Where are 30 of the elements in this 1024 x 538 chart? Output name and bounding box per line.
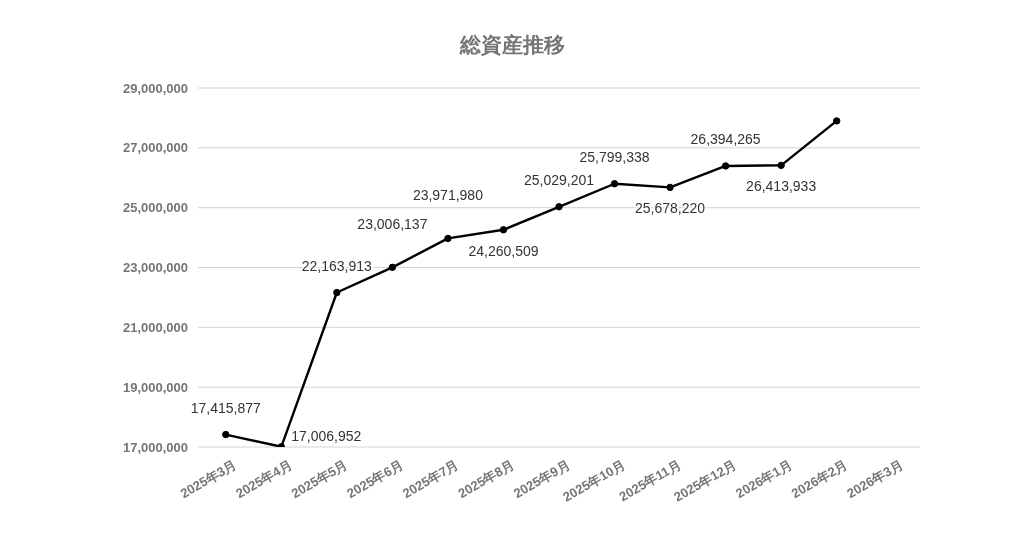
point <box>721 162 730 170</box>
point <box>777 161 785 170</box>
y-tick-label: 29,000,000 <box>122 80 188 96</box>
data-label: 23,006,137 <box>357 216 428 233</box>
y-tick-label: 17,000,000 <box>122 439 188 455</box>
data-label: 17,006,952 <box>291 427 362 444</box>
y-tick-label: 23,000,000 <box>122 260 188 275</box>
data-label: 25,799,338 <box>579 148 650 165</box>
data-label: 22,163,913 <box>301 257 373 274</box>
data-label: 26,394,265 <box>690 130 761 147</box>
data-label: 25,678,220 <box>635 200 706 217</box>
point <box>333 288 341 297</box>
y-tick-label: 21,000,000 <box>122 319 188 335</box>
point <box>444 234 452 243</box>
point <box>222 430 230 439</box>
chart-title: 総資産推移 <box>458 32 566 58</box>
y-tick-label: 25,000,000 <box>122 200 188 216</box>
point <box>499 226 508 234</box>
y-tick-label: 19,000,000 <box>122 379 188 395</box>
data-label: 24,260,509 <box>468 242 539 259</box>
point <box>388 263 397 272</box>
y-tick-label: 27,000,000 <box>122 140 188 156</box>
data-label: 26,413,933 <box>746 178 817 195</box>
data-label: 25,029,201 <box>523 171 595 188</box>
point <box>666 183 674 192</box>
point <box>832 117 841 125</box>
data-label: 17,415,877 <box>190 399 262 416</box>
point <box>555 203 563 211</box>
point <box>610 180 619 188</box>
data-label: 23,971,980 <box>412 187 484 204</box>
